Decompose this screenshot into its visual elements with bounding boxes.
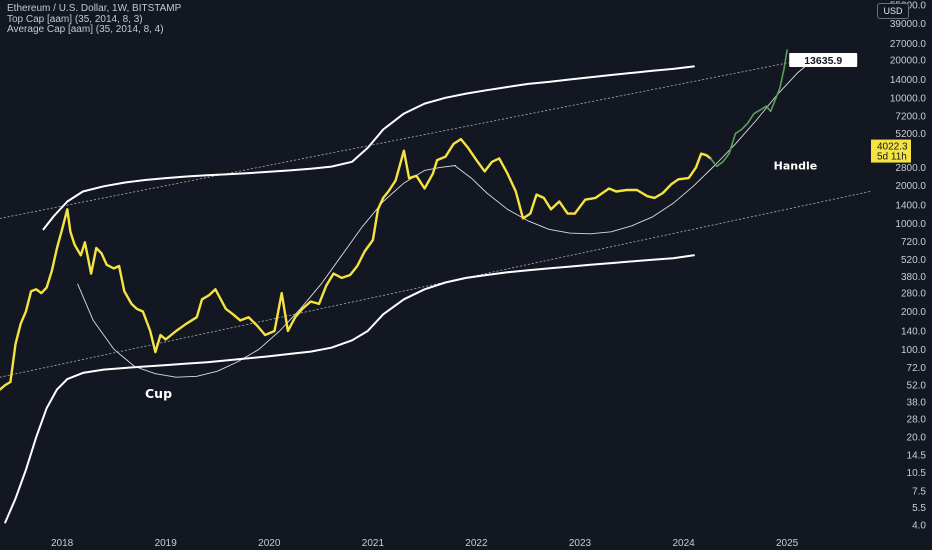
bar-countdown: 5d 11h xyxy=(877,152,907,163)
legend-symbol: Ethereum / U.S. Dollar, 1W, BITSTAMP xyxy=(7,3,182,14)
y-tick-label: 7200.0 xyxy=(895,111,926,122)
y-tick-label: 27000.0 xyxy=(890,39,927,50)
target-price-label: 13635.9 xyxy=(804,55,842,67)
legend-top-cap: Top Cap [aam] (35, 2014, 8, 3) xyxy=(7,13,143,25)
y-tick-label: 140.0 xyxy=(901,327,926,338)
x-axis[interactable]: 2018 2019 2020 2021 2022 2023 2024 2025 xyxy=(51,538,799,549)
y-tick-label: 52.0 xyxy=(907,381,927,392)
y-tick-label: 7.5 xyxy=(912,486,926,497)
y-tick-label: 72.0 xyxy=(907,363,927,374)
y-tick-label: 14.5 xyxy=(907,450,927,461)
y-tick-label: 10000.0 xyxy=(890,93,927,104)
y-tick-label: 14000.0 xyxy=(890,75,927,86)
y-tick-label: 39000.0 xyxy=(890,19,927,30)
legend-average-cap: Average Cap [aam] (35, 2014, 8, 4) xyxy=(7,24,164,35)
chart-annotations: Cup Handle xyxy=(145,159,817,401)
current-price-value: 4022.3 xyxy=(877,142,908,153)
y-tick-label: 2800.0 xyxy=(895,163,926,174)
y-tick-label: 20.0 xyxy=(907,433,927,444)
y-tick-label: 1400.0 xyxy=(895,201,926,212)
y-tick-label: 10.5 xyxy=(907,468,927,479)
y-tick-label: 20000.0 xyxy=(890,56,927,67)
top-cap-line xyxy=(42,65,695,231)
y-tick-label: 5200.0 xyxy=(895,129,926,140)
x-tick-label: 2019 xyxy=(155,538,178,549)
y-tick-label: 720.0 xyxy=(901,237,926,248)
x-tick-label: 2020 xyxy=(258,538,281,549)
currency-button[interactable]: USD xyxy=(877,3,909,19)
target-price-badge: 13635.9 xyxy=(789,52,858,67)
y-tick-label: 200.0 xyxy=(901,307,926,318)
upper-trendline-line xyxy=(0,54,829,219)
handle-curve-line xyxy=(455,59,814,235)
handle-label: Handle xyxy=(774,159,818,172)
y-tick-label: 520.0 xyxy=(901,255,926,266)
x-tick-label: 2021 xyxy=(362,538,385,549)
x-tick-label: 2022 xyxy=(465,538,488,549)
x-tick-label: 2023 xyxy=(569,538,592,549)
y-tick-label: 38.0 xyxy=(907,398,927,409)
chart-legend: Ethereum / U.S. Dollar, 1W, BITSTAMP Top… xyxy=(7,3,182,36)
current-price-badge: 4022.3 5d 11h xyxy=(871,139,911,163)
x-tick-label: 2018 xyxy=(51,538,74,549)
projection-line xyxy=(709,49,788,168)
average-cap-line xyxy=(4,254,695,524)
y-tick-label: 380.0 xyxy=(901,272,926,283)
price-badges: 13635.9 4022.3 5d 11h xyxy=(789,52,911,163)
y-tick-label: 280.0 xyxy=(901,289,926,300)
y-tick-label: 5.5 xyxy=(912,503,926,514)
y-tick-label: 4.0 xyxy=(912,521,926,532)
lower-trendline-line xyxy=(0,191,871,378)
price-line xyxy=(0,137,712,391)
y-tick-label: 28.0 xyxy=(907,414,927,425)
cup-label: Cup xyxy=(145,386,172,401)
chart-lines xyxy=(0,49,871,524)
y-tick-label: 100.0 xyxy=(901,345,926,356)
x-tick-label: 2024 xyxy=(672,538,695,549)
y-tick-label: 1000.0 xyxy=(895,219,926,230)
x-tick-label: 2025 xyxy=(776,538,799,549)
y-tick-label: 2000.0 xyxy=(895,181,926,192)
